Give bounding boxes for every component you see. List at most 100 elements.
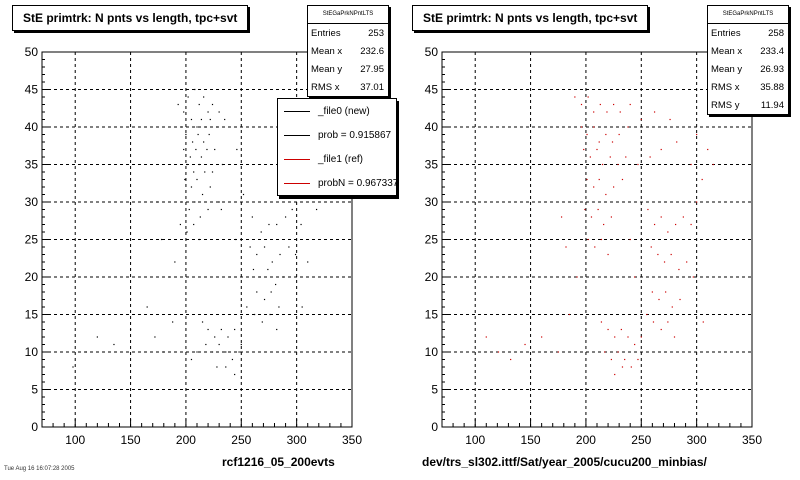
- legend-entry: prob = 0.915867: [278, 123, 396, 147]
- data-point: [586, 133, 588, 136]
- data-point: [160, 238, 163, 241]
- y-tick-label: 10: [425, 345, 439, 359]
- data-point: [220, 328, 222, 331]
- data-point: [497, 351, 500, 353]
- data-point: [620, 328, 622, 331]
- data-point: [235, 238, 237, 241]
- data-point: [599, 103, 601, 106]
- data-point: [194, 201, 196, 203]
- y-tick-label: 50: [25, 45, 39, 59]
- legend-line-swatch: [284, 110, 310, 112]
- data-point: [253, 313, 256, 316]
- data-point: [188, 208, 190, 211]
- stats-box[interactable]: StEGaPrkNPntLTS Entries 258 Mean x 233.4 M…: [707, 5, 789, 115]
- data-point: [186, 231, 188, 233]
- stats-value: 232.6: [360, 45, 384, 57]
- x-tick-label: 300: [287, 433, 307, 447]
- data-point: [696, 133, 698, 136]
- y-tick-label: 20: [425, 270, 439, 284]
- stats-value: 253: [368, 27, 384, 39]
- data-point: [637, 358, 639, 361]
- plot-title: StE primtrk: N pnts vs length, tpc+svt: [12, 5, 249, 31]
- data-point: [252, 268, 255, 271]
- data-point: [191, 141, 194, 143]
- data-point: [307, 261, 309, 263]
- data-point: [291, 208, 293, 211]
- stats-label: RMS y: [711, 99, 740, 111]
- data-point: [614, 336, 616, 338]
- data-point: [203, 141, 205, 143]
- data-point: [196, 178, 198, 181]
- data-point: [629, 238, 631, 241]
- stats-row: RMS y 11.94: [708, 96, 788, 114]
- data-point: [193, 171, 195, 173]
- stats-box[interactable]: StEGaPrkNPntLTS Entries 253 Mean x 232.6 M…: [307, 5, 389, 97]
- data-point: [207, 111, 209, 113]
- y-tick-label: 10: [25, 345, 39, 359]
- data-point: [288, 246, 290, 248]
- legend-box[interactable]: _file0 (new) prob = 0.915867 _file1 (ref…: [277, 98, 397, 196]
- stats-name: StEGaPrkNPntLTS: [308, 6, 388, 24]
- legend-entry: probN = 0.967337: [278, 171, 396, 195]
- data-point: [186, 163, 188, 166]
- data-point: [624, 358, 626, 361]
- data-point: [154, 336, 156, 338]
- data-point: [261, 321, 263, 323]
- data-point: [621, 366, 624, 368]
- data-point: [199, 216, 201, 218]
- y-tick-label: 35: [25, 158, 39, 172]
- data-point: [256, 291, 258, 293]
- stats-label: Mean x: [311, 45, 343, 57]
- data-point: [627, 126, 629, 128]
- data-point: [598, 178, 600, 181]
- data-point: [198, 238, 200, 241]
- data-point: [596, 148, 598, 151]
- data-point: [163, 351, 165, 353]
- data-point: [282, 276, 284, 278]
- data-point: [207, 208, 209, 211]
- data-point: [216, 126, 218, 128]
- data-point: [270, 291, 272, 293]
- legend-label: _file1 (ref): [318, 153, 364, 165]
- legend-line-swatch: [284, 134, 310, 136]
- data-point: [205, 126, 207, 128]
- data-point: [214, 148, 216, 151]
- data-point: [315, 208, 318, 211]
- data-point: [660, 148, 662, 151]
- stats-value: 27.95: [360, 63, 384, 75]
- data-point: [565, 246, 567, 248]
- data-point: [610, 216, 612, 218]
- data-point: [600, 238, 603, 241]
- data-point: [246, 306, 248, 308]
- data-point: [275, 283, 277, 286]
- data-point: [679, 298, 681, 301]
- data-point: [712, 163, 714, 166]
- data-point: [686, 261, 688, 263]
- stats-value: 26.93: [760, 63, 784, 75]
- stats-row: Mean x 232.6: [308, 42, 388, 60]
- data-point: [216, 366, 218, 368]
- stats-row: RMS x 37.01: [308, 78, 388, 96]
- data-point: [613, 186, 615, 188]
- data-point: [660, 216, 662, 218]
- data-point: [663, 261, 666, 263]
- stats-label: Entries: [711, 27, 741, 39]
- data-point: [524, 343, 526, 346]
- stats-row: Mean x 233.4: [708, 42, 788, 60]
- stats-row: Entries 258: [708, 24, 788, 42]
- x-tick-label: 350: [742, 433, 762, 447]
- data-point: [541, 336, 543, 338]
- data-point: [673, 336, 676, 338]
- legend-line-swatch: [284, 182, 310, 184]
- data-point: [593, 186, 595, 188]
- stats-label: RMS x: [711, 81, 740, 93]
- data-point: [300, 223, 302, 226]
- data-point: [236, 148, 238, 151]
- stats-label: RMS x: [311, 81, 340, 93]
- data-point: [183, 111, 185, 113]
- data-point: [72, 366, 74, 368]
- data-point: [238, 351, 240, 353]
- data-point: [671, 306, 673, 308]
- data-point: [190, 186, 193, 188]
- data-point: [593, 111, 595, 113]
